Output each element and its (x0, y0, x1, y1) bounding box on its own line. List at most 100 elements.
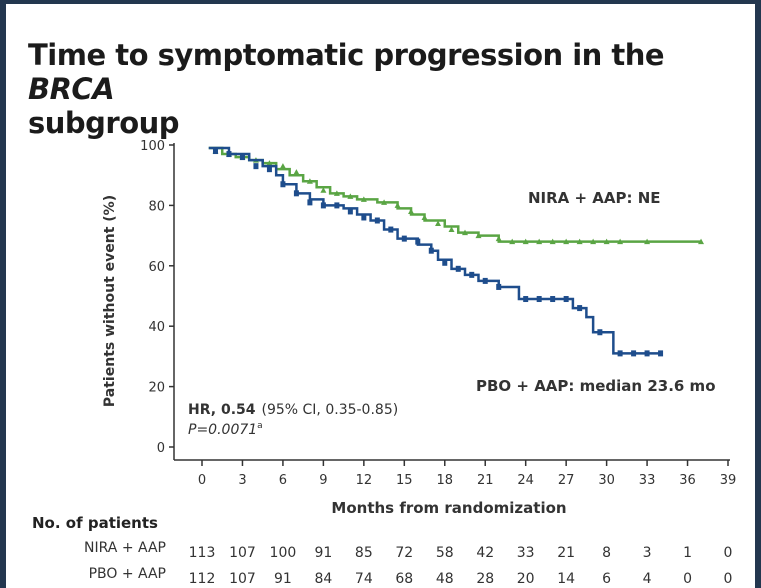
x-tick-label-30: 30 (598, 473, 615, 488)
page-title: Time to symptomatic progression in the B… (28, 38, 755, 140)
hr-annotation: HR, 0.54 (95% CI, 0.35-0.85) (188, 402, 398, 418)
chart-curves (208, 146, 705, 357)
x-tick-label-39: 39 (720, 473, 737, 488)
y-tick-label-40: 40 (148, 320, 165, 335)
censor-mark-pbo-0 (212, 148, 218, 155)
censor-mark-pbo-24 (550, 296, 556, 303)
series-label-pbo: PBO + AAP: median 23.6 mo (476, 377, 716, 395)
censor-mark-pbo-28 (617, 350, 623, 357)
title-italic-text: BRCA (28, 72, 115, 106)
at-risk-label-nira: NIRA + AAP (84, 540, 166, 556)
at-risk-table: 113 107 100 91 85 72 58 42 33 21 8 3 1 0 112 107 91 84 74 6… (189, 545, 733, 587)
censor-mark-pbo-18 (455, 265, 461, 272)
x-tick-label-3: 3 (238, 473, 246, 488)
censor-mark-nira-13 (394, 202, 401, 208)
censor-mark-pbo-9 (334, 202, 340, 209)
censor-mark-pbo-16 (428, 247, 434, 254)
censor-mark-nira-23 (536, 238, 543, 245)
at-risk-value-pbo-10: 6 (602, 571, 611, 587)
censor-mark-pbo-3 (253, 163, 259, 170)
censor-mark-nira-11 (360, 196, 367, 202)
censor-mark-nira-8 (320, 187, 327, 193)
x-tick-label-18: 18 (436, 473, 453, 488)
censor-mark-nira-21 (509, 238, 516, 245)
censor-mark-pbo-26 (577, 305, 583, 312)
hr-ci: (95% CI, 0.35-0.85) (262, 402, 399, 418)
x-axis-label: Months from randomization (331, 499, 566, 517)
hr-value: HR, 0.54 (188, 402, 256, 418)
at-risk-value-nira-10: 8 (602, 545, 611, 561)
censor-mark-nira-25 (563, 238, 570, 245)
censor-mark-nira-24 (549, 238, 556, 245)
censor-mark-nira-22 (522, 238, 529, 245)
x-tick-label-9: 9 (319, 473, 327, 488)
censor-mark-nira-19 (475, 232, 482, 239)
y-tick-label-60: 60 (148, 260, 165, 275)
censor-mark-nira-28 (603, 238, 610, 245)
censor-mark-pbo-17 (442, 259, 448, 266)
x-tick-label-21: 21 (477, 473, 494, 488)
at-risk-title: No. of patients (32, 514, 158, 532)
at-risk-value-pbo-2: 91 (274, 571, 292, 587)
at-risk-value-pbo-3: 84 (314, 571, 332, 587)
censor-mark-pbo-29 (631, 350, 637, 357)
at-risk-value-nira-6: 58 (436, 545, 454, 561)
censor-mark-nira-7 (306, 178, 313, 184)
censor-mark-pbo-8 (320, 202, 326, 209)
at-risk-value-nira-12: 1 (683, 545, 692, 561)
censor-mark-nira-20 (495, 235, 502, 242)
censor-mark-pbo-1 (226, 151, 232, 158)
censor-mark-pbo-19 (469, 271, 475, 278)
at-risk-value-pbo-6: 48 (436, 571, 454, 587)
censor-mark-pbo-7 (307, 199, 313, 206)
censor-mark-nira-31 (698, 238, 705, 245)
slide: Time to symptomatic progression in the B… (6, 4, 755, 588)
censor-mark-pbo-30 (644, 350, 650, 357)
censor-mark-pbo-13 (388, 226, 394, 233)
at-risk-value-nira-5: 72 (395, 545, 413, 561)
at-risk-value-nira-11: 3 (643, 545, 652, 561)
censor-mark-pbo-22 (523, 296, 529, 303)
at-risk-value-pbo-9: 14 (557, 571, 575, 587)
censor-mark-nira-12 (381, 199, 388, 205)
at-risk-value-pbo-1: 107 (229, 571, 256, 587)
km-curve-pbo (208, 146, 661, 355)
at-risk-value-pbo-5: 68 (395, 571, 413, 587)
at-risk-value-nira-4: 85 (355, 545, 373, 561)
censor-mark-pbo-11 (361, 214, 367, 221)
x-tick-label-33: 33 (639, 473, 656, 488)
p-annotation: P=0.0071a (188, 421, 263, 438)
x-tick-label-0: 0 (198, 473, 206, 488)
censor-mark-nira-14 (408, 208, 415, 214)
p-value: P=0.0071 (188, 422, 257, 438)
at-risk-value-nira-9: 21 (557, 545, 575, 561)
censor-mark-nira-16 (435, 220, 442, 227)
at-risk-value-pbo-12: 0 (683, 571, 692, 587)
censor-mark-pbo-12 (374, 217, 380, 224)
censor-mark-nira-15 (421, 214, 428, 220)
x-tick-label-24: 24 (517, 473, 534, 488)
censor-mark-nira-30 (644, 238, 651, 245)
censor-mark-pbo-4 (266, 166, 272, 173)
at-risk-value-nira-8: 33 (517, 545, 535, 561)
x-tick-label-6: 6 (279, 473, 287, 488)
y-tick-label-20: 20 (148, 381, 165, 396)
chart-labels: Patients without event (%) Months from r… (102, 189, 716, 517)
at-risk-value-pbo-8: 20 (517, 571, 535, 587)
x-tick-label-12: 12 (356, 473, 373, 488)
censor-mark-nira-9 (333, 190, 340, 196)
censor-mark-nira-6 (293, 169, 300, 175)
title-line2: subgroup (28, 106, 180, 140)
censor-mark-nira-27 (590, 238, 597, 245)
y-axis-label: Patients without event (%) (102, 195, 118, 407)
y-tick-label-0: 0 (157, 441, 165, 456)
title-text: Time to symptomatic progression in the (28, 38, 665, 72)
censor-mark-pbo-15 (415, 238, 421, 245)
censor-mark-pbo-25 (563, 296, 569, 303)
censor-mark-pbo-6 (293, 190, 299, 197)
series-label-nira: NIRA + AAP: NE (528, 189, 661, 207)
at-risk-value-pbo-13: 0 (724, 571, 733, 587)
censor-mark-pbo-10 (347, 208, 353, 215)
